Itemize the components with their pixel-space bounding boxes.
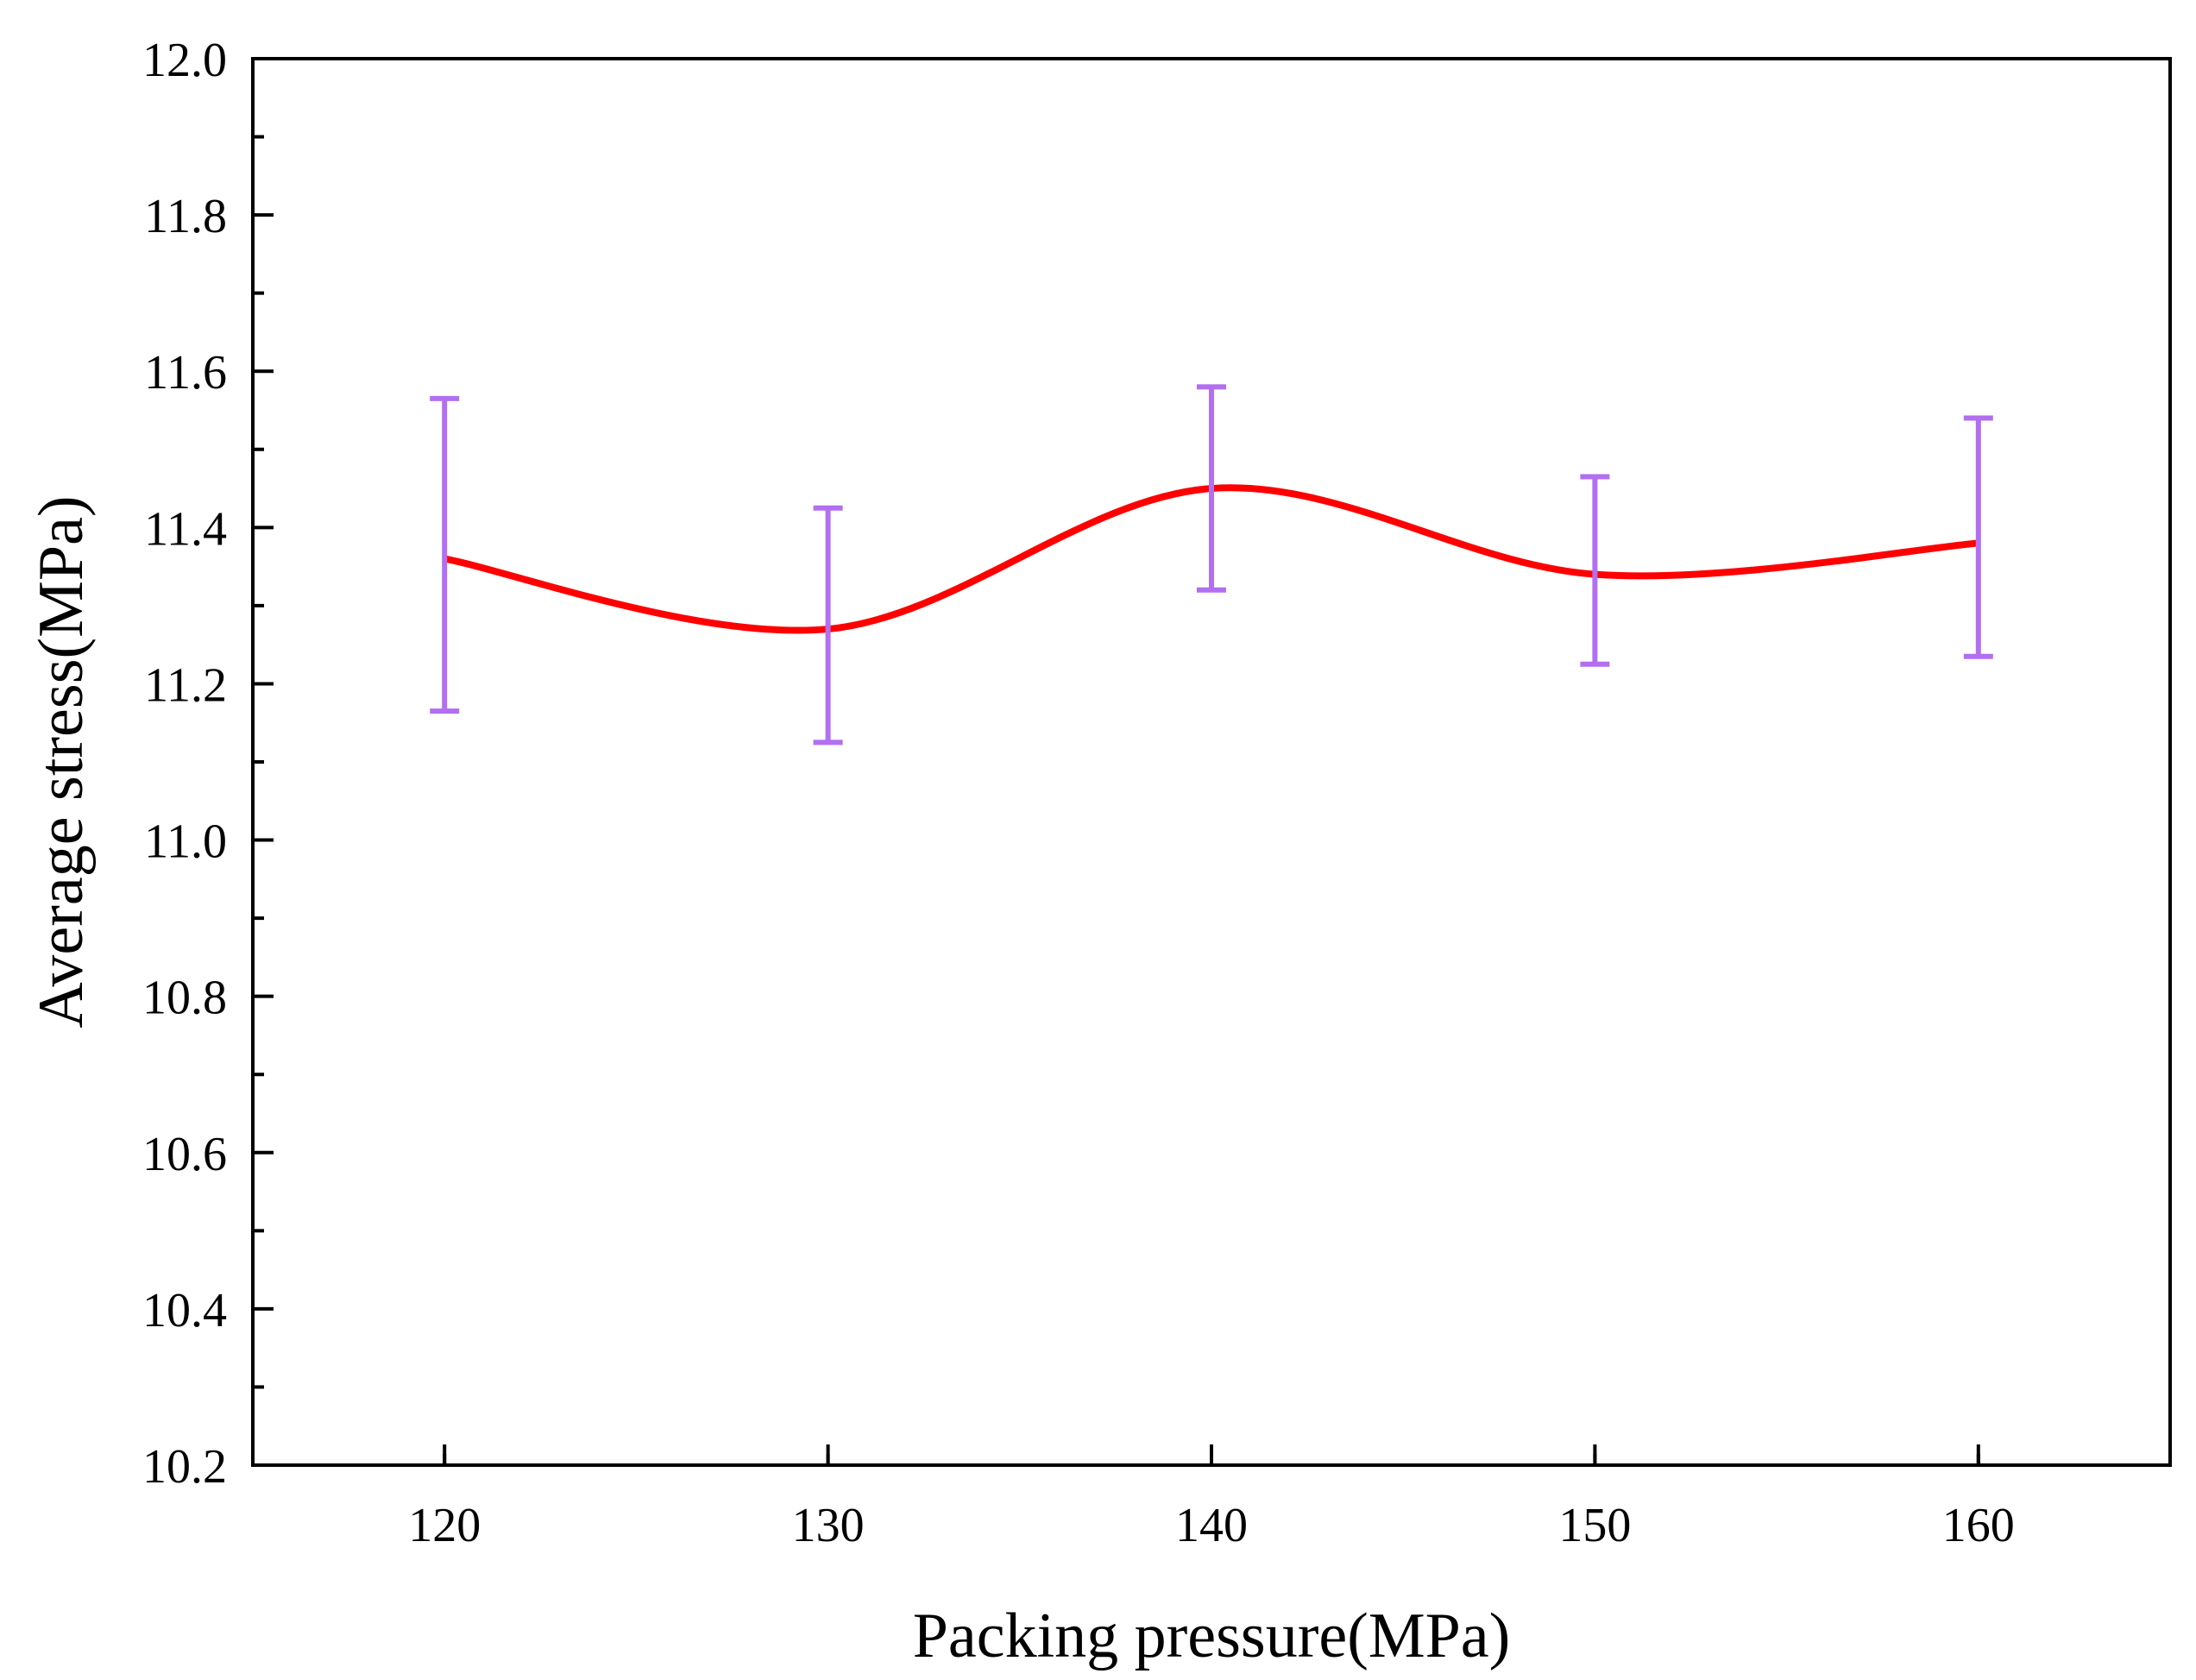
y-tick-label: 10.6 [142,1128,227,1181]
x-tick-label: 160 [1942,1499,2015,1552]
plot-area [430,384,1993,746]
y-tick-label: 11.4 [144,502,227,556]
x-axis-title: Packing pressure(MPa) [913,1601,1511,1671]
error-bar [1580,474,1610,667]
error-bar [430,395,460,714]
y-axis-title: Average stress(MPa) [26,495,97,1028]
x-tick-label: 130 [792,1499,865,1552]
plot-frame [251,57,2172,1467]
y-tick-label: 10.8 [142,972,227,1025]
error-bar [1963,415,1993,659]
x-axis-ticks: 120 130 140 150 160 [408,1444,2015,1552]
y-tick-label: 11.2 [144,658,227,712]
y-tick-label: 11.0 [144,815,227,869]
y-tick-label: 10.4 [142,1284,227,1337]
y-axis-ticks: 10.2 10.4 10.6 10.8 11.0 11.2 11.4 11.6 11.8 12.0 [142,34,274,1494]
x-tick-label: 140 [1175,1499,1248,1552]
error-bar [1197,384,1226,593]
y-tick-label: 11.8 [144,190,227,243]
y-tick-label: 10.2 [142,1440,227,1494]
error-bar [813,505,843,746]
x-tick-label: 120 [408,1499,481,1552]
y-tick-label: 12.0 [142,34,227,87]
x-tick-label: 150 [1558,1499,1631,1552]
y-tick-label: 11.6 [144,346,227,400]
